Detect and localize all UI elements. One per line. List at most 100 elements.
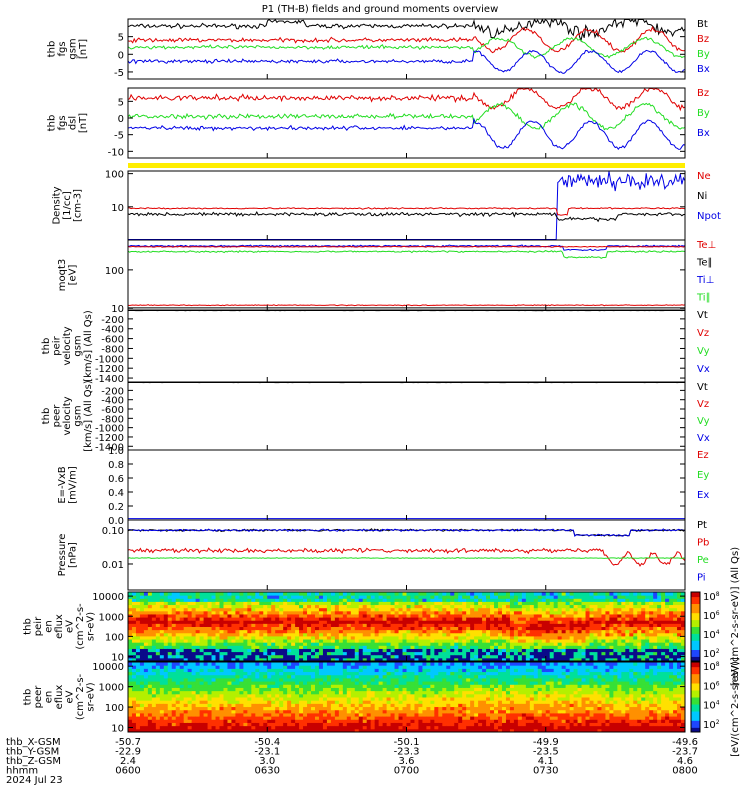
spectrogram-cell xyxy=(311,635,316,640)
spectrogram-cell xyxy=(565,629,571,634)
spectrogram-cell xyxy=(398,681,404,685)
spectrogram-cell xyxy=(474,648,479,653)
spectrogram-cell xyxy=(430,657,435,662)
spectrogram-cell xyxy=(143,677,149,682)
spectrogram-cell xyxy=(410,620,415,624)
spectrogram-cell xyxy=(175,654,181,659)
spectrogram-cell xyxy=(219,632,224,637)
spectrogram-cell xyxy=(143,684,149,688)
spectrogram-cell xyxy=(350,684,356,688)
spectrogram-cell xyxy=(402,671,407,676)
spectrogram-cell xyxy=(410,657,415,662)
series-Ti∥ xyxy=(127,250,686,259)
colorbar-segment xyxy=(691,656,700,660)
spectrogram-cell xyxy=(163,607,169,612)
spectrogram-cell xyxy=(629,623,634,627)
spectrogram-cell xyxy=(307,722,312,727)
spectrogram-cell xyxy=(665,607,670,612)
spectrogram-cell xyxy=(362,725,368,730)
spectrogram-cell xyxy=(362,642,368,646)
spectrogram-cell xyxy=(267,665,272,669)
spectrogram-cell xyxy=(426,607,431,612)
spectrogram-cell xyxy=(665,604,670,609)
spectrogram-cell xyxy=(311,716,316,720)
spectrogram-cell xyxy=(163,601,169,606)
y-tick-label: 1.0 xyxy=(108,446,124,457)
spectrogram-cell xyxy=(239,657,244,662)
spectrogram-cell xyxy=(263,592,268,596)
spectrogram-cell xyxy=(139,604,145,609)
spectrogram-cell xyxy=(609,626,614,631)
spectrogram-cell xyxy=(346,657,352,662)
y-axis-label: thb xyxy=(46,41,57,58)
spectrogram-cell xyxy=(422,595,427,599)
spectrogram-cell xyxy=(231,629,236,634)
spectrogram-cell xyxy=(318,601,324,606)
spectrogram-cell xyxy=(279,722,284,727)
spectrogram-cell xyxy=(625,642,630,646)
spectrogram-cell xyxy=(263,725,268,730)
spectrogram-cell xyxy=(171,657,177,662)
spectrogram-cell xyxy=(295,635,300,640)
spectrogram-cell xyxy=(581,651,587,656)
spectrogram-cell xyxy=(311,651,316,656)
spectrogram-cell xyxy=(303,623,308,627)
spectrogram-cell xyxy=(159,719,165,723)
spectrogram-cell xyxy=(247,706,252,711)
spectrogram-cell xyxy=(641,651,646,656)
spectrogram-cell xyxy=(247,690,252,695)
spectrogram-cell xyxy=(637,657,642,662)
spectrogram-cell xyxy=(171,607,177,612)
spectrogram-cell xyxy=(366,635,372,640)
spectrogram-cell xyxy=(577,635,583,640)
spectrogram-cell xyxy=(322,706,328,711)
legend-Ez: Ez xyxy=(697,450,709,461)
spectrogram-cell xyxy=(322,648,328,653)
legend-Vx: Vx xyxy=(697,433,710,444)
spectrogram-cell xyxy=(533,657,539,662)
spectrogram-cell xyxy=(207,709,213,714)
spectrogram-cell xyxy=(374,595,380,599)
spectrogram-cell xyxy=(291,598,296,602)
spectrogram-cell xyxy=(370,681,376,685)
y-tick-label: -400 xyxy=(101,396,124,407)
spectrogram-cell xyxy=(370,703,376,708)
spectrogram-cell xyxy=(223,617,228,621)
spectrogram-cell xyxy=(307,662,312,666)
spectrogram-cell xyxy=(243,703,248,708)
spectrogram-cell xyxy=(131,607,137,612)
spectrogram-cell xyxy=(199,722,205,727)
spectrogram-cell xyxy=(287,632,292,637)
spectrogram-cell xyxy=(585,592,591,596)
spectrogram-cell xyxy=(446,617,451,621)
spectrogram-cell xyxy=(378,674,384,679)
spectrogram-cell xyxy=(398,697,404,701)
spectrogram-cell xyxy=(625,651,630,656)
spectrogram-cell xyxy=(557,626,563,631)
spectrogram-cell xyxy=(410,677,415,682)
spectrogram-cell xyxy=(207,617,213,621)
spectrogram-cell xyxy=(673,626,678,631)
spectrogram-cell xyxy=(191,687,197,692)
spectrogram-cell xyxy=(143,700,149,704)
spectrogram-cell xyxy=(147,635,153,640)
spectrogram-cell xyxy=(231,671,236,676)
spectrogram-cell xyxy=(462,648,467,653)
spectrogram-cell xyxy=(219,592,224,596)
spectrogram-cell xyxy=(657,604,662,609)
spectrogram-cell xyxy=(430,651,435,656)
spectrogram-cell xyxy=(159,595,165,599)
spectrogram-cell xyxy=(581,632,587,637)
spectrogram-cell xyxy=(187,604,193,609)
spectrogram-cell xyxy=(215,684,221,688)
spectrogram-cell xyxy=(342,674,348,679)
spectrogram-cell xyxy=(183,654,189,659)
spectrogram-cell xyxy=(549,592,555,596)
spectrogram-cell xyxy=(446,598,451,602)
spectrogram-cell xyxy=(231,598,236,602)
spectrogram-cell xyxy=(394,662,400,666)
spectrogram-cell xyxy=(366,639,372,643)
spectrogram-cell xyxy=(350,592,356,596)
spectrogram-cell xyxy=(617,657,622,662)
spectrogram-cell xyxy=(434,604,439,609)
